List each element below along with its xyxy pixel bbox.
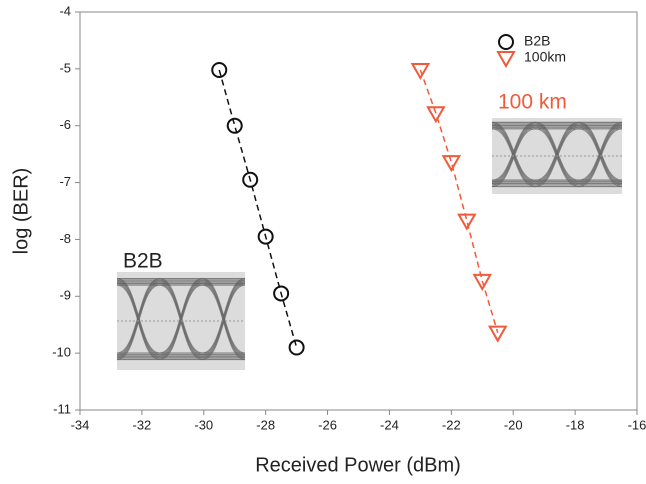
x-tick-label: -28 bbox=[256, 417, 275, 432]
y-tick-label: -4 bbox=[59, 3, 71, 18]
legend-label: 100km bbox=[524, 49, 566, 65]
y-tick-label: -11 bbox=[53, 401, 71, 416]
x-tick-label: -16 bbox=[628, 417, 646, 432]
legend-label: B2B bbox=[524, 33, 550, 49]
x-tick-label: -34 bbox=[71, 417, 90, 432]
y-tick-label: -8 bbox=[59, 231, 71, 246]
x-tick-label: -32 bbox=[132, 417, 151, 432]
y-tick-label: -5 bbox=[59, 60, 71, 75]
annotation: B2B bbox=[123, 250, 163, 273]
x-axis-title: Received Power (dBm) bbox=[255, 454, 461, 476]
y-tick-label: -6 bbox=[59, 117, 71, 132]
x-tick-label: -30 bbox=[194, 417, 213, 432]
y-axis-title: log (BER) bbox=[10, 168, 32, 255]
page: {"chart_data": {"type": "scatter", "xlab… bbox=[0, 0, 646, 484]
x-tick-label: -26 bbox=[318, 417, 337, 432]
y-tick-label: -7 bbox=[59, 174, 71, 189]
annotation: 100 km bbox=[498, 91, 567, 114]
x-tick-label: -20 bbox=[504, 417, 523, 432]
x-tick-label: -18 bbox=[566, 417, 585, 432]
chart: Received Power (dBm) log (BER) -34 -32 -30… bbox=[0, 0, 646, 484]
y-tick-label: -9 bbox=[59, 288, 71, 303]
x-tick-label: -24 bbox=[380, 417, 399, 432]
x-tick-label: -22 bbox=[442, 417, 461, 432]
y-tick-label: -10 bbox=[52, 345, 71, 360]
